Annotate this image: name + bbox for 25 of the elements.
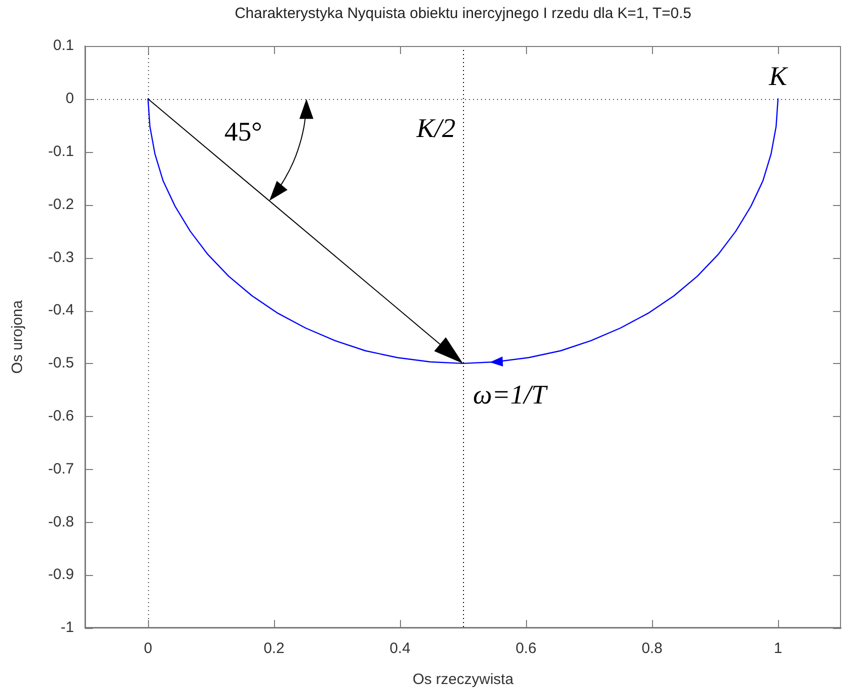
y-tick-label: -0.9 [48,566,74,584]
y-tick-label: 0.1 [53,37,74,54]
x-tick-label: 0.8 [642,640,662,658]
y-tick-label: -0.1 [48,142,74,160]
y-axis-title: Os urojona [9,300,26,374]
ref-line-label: K/2 [415,113,456,144]
chart-title: Charakterystyka Nyquista obiektu inercyjnego I rzedu dla K=1, T=0.5 [234,5,692,22]
x-tick-label: 0.4 [390,640,410,658]
y-tick-label: -0.3 [48,248,74,266]
x-tick-label: 0.6 [516,640,536,658]
y-tick-label: -0.8 [48,513,74,530]
y-tick-label: 0 [66,90,74,108]
y-tick-label: -0.5 [48,354,74,372]
annotation: ω=1/T [472,380,548,410]
annotation: 45° [224,116,262,147]
y-tick-label: -1 [60,619,74,636]
x-tick-label: 1 [774,640,782,658]
x-tick-label: 0.2 [264,640,284,658]
y-tick-label: -0.7 [48,460,74,478]
annotation: K [768,61,789,92]
x-axis-title: Os rzeczywista [412,671,514,688]
x-tick-label: 0 [144,640,152,658]
y-tick-label: -0.6 [48,408,74,425]
y-tick-label: -0.4 [48,302,74,319]
y-tick-label: -0.2 [48,196,74,213]
